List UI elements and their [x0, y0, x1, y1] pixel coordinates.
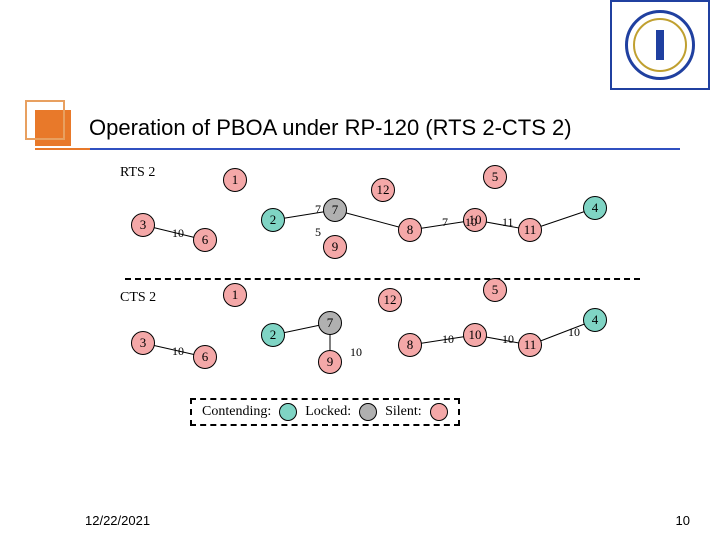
slide-title: Operation of PBOA under RP-120 (RTS 2-CT…	[89, 115, 572, 141]
node-11: 11	[518, 333, 542, 357]
cts-label: CTS 2	[120, 290, 156, 306]
network-diagram: RTS 2112536279810114105771011CTS 2112536…	[90, 160, 650, 440]
legend-dot-locked	[359, 403, 377, 421]
node-4: 4	[583, 308, 607, 332]
node-7: 7	[318, 311, 342, 335]
edge-label: 10	[172, 226, 184, 241]
edge-label: 7	[442, 215, 448, 230]
legend-label-silent: Silent:	[385, 404, 422, 420]
edge-label: 10	[172, 344, 184, 359]
edge-label: 7	[315, 202, 321, 217]
footer-date: 12/22/2021	[85, 513, 150, 528]
edge-label: 10	[442, 332, 454, 347]
node-8: 8	[398, 218, 422, 242]
node-1: 1	[223, 168, 247, 192]
node-1: 1	[223, 283, 247, 307]
node-3: 3	[131, 331, 155, 355]
node-5: 5	[483, 165, 507, 189]
node-3: 3	[131, 213, 155, 237]
legend-dot-contending	[279, 403, 297, 421]
node-8: 8	[398, 333, 422, 357]
node-9: 9	[318, 350, 342, 374]
section-divider	[125, 278, 640, 280]
node-6: 6	[193, 228, 217, 252]
node-4: 4	[583, 196, 607, 220]
node-7: 7	[323, 198, 347, 222]
legend-dot-silent	[430, 403, 448, 421]
node-9: 9	[323, 235, 347, 259]
title-underline	[35, 148, 680, 150]
node-12: 12	[378, 288, 402, 312]
node-10: 10	[463, 323, 487, 347]
node-2: 2	[261, 208, 285, 232]
node-2: 2	[261, 323, 285, 347]
node-6: 6	[193, 345, 217, 369]
legend-box: Contending: Locked: Silent:	[190, 398, 460, 426]
footer-page-number: 10	[676, 513, 690, 528]
title-bullet-icon	[35, 110, 71, 146]
edge-label: 10	[465, 215, 477, 230]
node-5: 5	[483, 278, 507, 302]
university-logo	[610, 0, 710, 90]
edge-label: 10	[502, 332, 514, 347]
edge-label: 10	[350, 345, 362, 360]
edge-label: 11	[502, 215, 514, 230]
edge-label: 10	[568, 325, 580, 340]
node-11: 11	[518, 218, 542, 242]
edge-label: 5	[315, 225, 321, 240]
rts-label: RTS 2	[120, 165, 155, 181]
node-12: 12	[371, 178, 395, 202]
slide-title-block: Operation of PBOA under RP-120 (RTS 2-CT…	[35, 110, 572, 146]
legend-label-contending: Contending:	[202, 404, 271, 420]
legend-label-locked: Locked:	[305, 404, 351, 420]
